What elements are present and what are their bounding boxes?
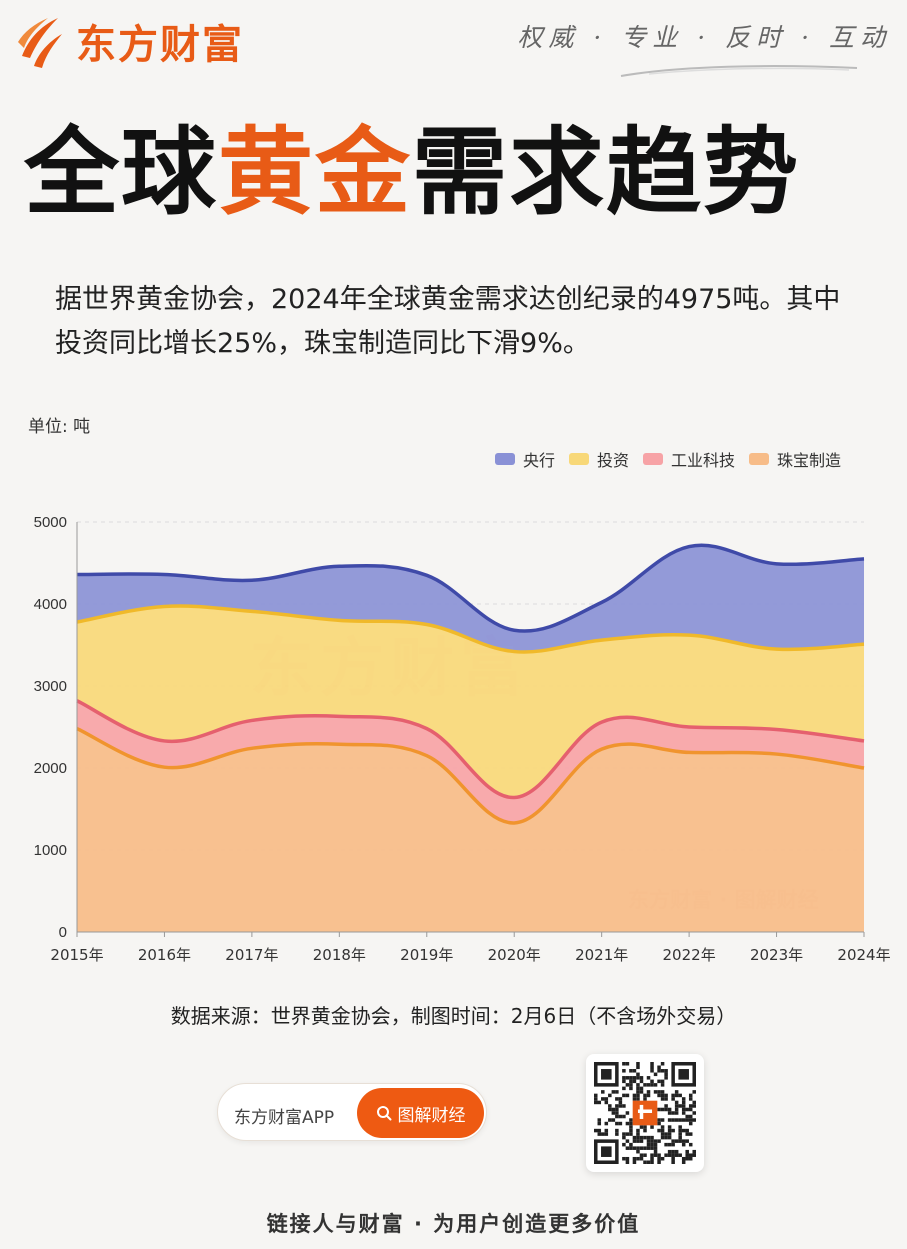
lead-paragraph: 据世界黄金协会，2024年全球黄金需求达创纪录的4975吨。其中投资同比增长25… (55, 284, 841, 359)
x-tick-label: 2017年 (225, 946, 278, 964)
line-jewelry (76, 727, 865, 825)
x-tick-label: 2015年 (50, 946, 103, 964)
title-highlight: 黄金 (218, 118, 413, 228)
legend-swatch (749, 453, 770, 465)
y-tick-label: 1000 (34, 842, 67, 859)
x-tick-label: 2019年 (400, 946, 453, 964)
legend-item-central-bank: 央行 (495, 447, 555, 471)
legend-item-investment: 投资 (569, 447, 629, 471)
brand-flame-icon (18, 18, 62, 68)
legend-item-industry: 工业科技 (643, 447, 735, 471)
title-part-1: 全球 (24, 118, 219, 228)
stacked-area-chart: 010002000300040005000东方财富东方财富 · 图解财经2015… (34, 514, 891, 964)
qr-code-image (594, 1062, 696, 1164)
legend-swatch (495, 453, 515, 465)
footer-tagline: 链接人与财富 · 为用户创造更多价值 (266, 1212, 641, 1236)
y-tick-label: 4000 (34, 596, 67, 613)
area-investment (77, 605, 864, 798)
graphic-finance-button[interactable]: 图解财经 (357, 1088, 484, 1138)
data-source-note: 数据来源：世界黄金协会，制图时间：2月6日（不含场外交易） (170, 1004, 737, 1028)
area-jewelry (77, 728, 864, 932)
slogan-brush-stroke (620, 65, 858, 77)
brand-name: 东方财富 (76, 22, 244, 68)
legend-label: 央行 (523, 451, 556, 470)
legend-swatch (569, 453, 590, 465)
legend-label: 珠宝制造 (777, 451, 842, 470)
x-tick-label: 2020年 (488, 946, 541, 964)
y-tick-label: 5000 (34, 514, 67, 531)
x-tick-label: 2023年 (750, 946, 803, 964)
y-tick-label: 0 (59, 924, 67, 941)
legend-item-jewelry: 珠宝制造 (749, 447, 841, 471)
x-tick-label: 2021年 (575, 946, 628, 964)
x-tick-label: 2016年 (138, 946, 191, 964)
line-central_bank (76, 543, 865, 633)
x-tick-label: 2018年 (313, 946, 366, 964)
app-name: 东方财富APP (234, 1108, 335, 1128)
line-industry (76, 699, 865, 800)
legend-swatch (643, 453, 664, 465)
app-banner[interactable]: 东方财富APP 图解财经 (217, 1083, 487, 1141)
x-tick-label: 2022年 (663, 946, 716, 964)
x-tick-label: 2024年 (837, 946, 890, 964)
unit-label: 单位: 吨 (28, 417, 91, 437)
area-central_bank (77, 545, 864, 653)
y-tick-label: 3000 (34, 678, 67, 695)
line-investment (76, 604, 865, 654)
title-part-2: 需求趋势 (412, 118, 801, 228)
slogan: 权威 · 专业 · 反时 · 互动 (517, 23, 891, 52)
legend-label: 投资 (597, 451, 630, 470)
brand-logo: 东方财富 (14, 12, 244, 70)
area-industry (77, 700, 864, 823)
y-tick-label: 2000 (34, 760, 67, 777)
page-title: 全球黄金需求趋势 (24, 118, 800, 228)
qr-code[interactable] (586, 1054, 704, 1172)
legend-label: 工业科技 (671, 451, 736, 470)
graphic-finance-label: 图解财经 (397, 1105, 466, 1126)
chart-legend: 央行 投资 工业科技 珠宝制造 (495, 447, 841, 471)
search-icon (376, 1106, 391, 1121)
